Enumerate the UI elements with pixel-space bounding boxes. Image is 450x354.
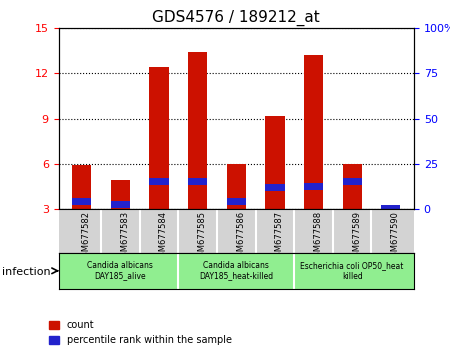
- Text: Candida albicans
DAY185_heat-killed: Candida albicans DAY185_heat-killed: [199, 261, 273, 280]
- Legend: count, percentile rank within the sample: count, percentile rank within the sample: [45, 316, 236, 349]
- Text: GSM677586: GSM677586: [236, 211, 245, 262]
- Text: GSM677584: GSM677584: [159, 211, 168, 262]
- Text: GSM677583: GSM677583: [120, 211, 129, 262]
- Text: GSM677585: GSM677585: [198, 211, 207, 262]
- Text: infection: infection: [2, 267, 51, 277]
- Text: Escherichia coli OP50_heat
killed: Escherichia coli OP50_heat killed: [301, 261, 404, 280]
- Bar: [188, 52, 207, 209]
- Text: GSM677587: GSM677587: [275, 211, 284, 262]
- Bar: [304, 183, 323, 190]
- Text: Candida albicans
DAY185_alive: Candida albicans DAY185_alive: [87, 261, 153, 280]
- Text: GSM677589: GSM677589: [352, 211, 361, 262]
- Bar: [149, 67, 169, 209]
- Bar: [72, 198, 91, 205]
- Bar: [342, 178, 362, 185]
- Bar: [149, 178, 169, 185]
- Text: GSM677590: GSM677590: [391, 211, 400, 262]
- Bar: [304, 56, 323, 209]
- Bar: [265, 116, 284, 209]
- Bar: [381, 205, 400, 212]
- Bar: [265, 184, 284, 191]
- Text: GSM677588: GSM677588: [314, 211, 323, 262]
- Bar: [227, 164, 246, 209]
- Bar: [111, 201, 130, 208]
- Text: GSM677582: GSM677582: [82, 211, 91, 262]
- Bar: [72, 165, 91, 209]
- Bar: [342, 164, 362, 209]
- Bar: [227, 198, 246, 205]
- Bar: [188, 178, 207, 185]
- Bar: [111, 180, 130, 209]
- Title: GDS4576 / 189212_at: GDS4576 / 189212_at: [153, 9, 320, 25]
